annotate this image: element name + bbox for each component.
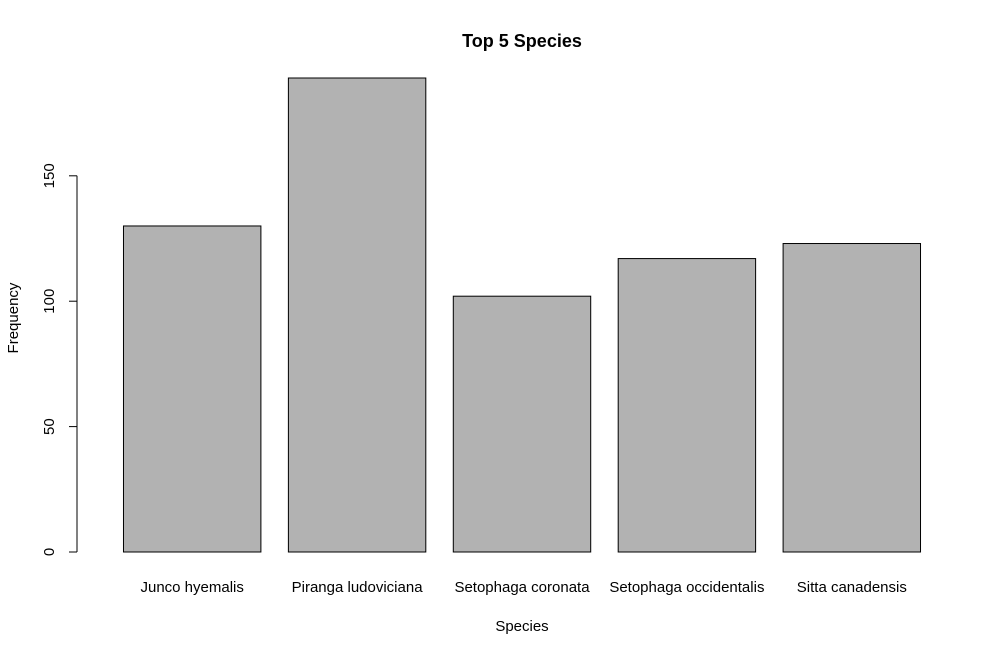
x-tick-label: Setophaga coronata xyxy=(454,579,590,596)
x-tick-label: Junco hyemalis xyxy=(140,579,243,596)
bar xyxy=(452,295,592,553)
x-tick-label: Piranga ludoviciana xyxy=(292,579,424,596)
chart-title: Top 5 Species xyxy=(462,31,582,51)
y-tick-label: 50 xyxy=(41,418,58,435)
bar xyxy=(782,243,922,553)
bars-group xyxy=(122,77,922,553)
y-tick-label: 150 xyxy=(41,163,58,188)
y-axis: 0 50 100 150 xyxy=(41,163,78,556)
x-tick-labels: Junco hyemalis Piranga ludoviciana Setopha… xyxy=(140,579,906,596)
y-tick-label: 100 xyxy=(41,289,58,314)
y-axis-label: Frequency xyxy=(5,282,22,353)
y-tick-label: 0 xyxy=(41,548,58,556)
x-tick-label: Setophaga occidentalis xyxy=(609,579,764,596)
x-axis-label: Species xyxy=(495,618,548,635)
bar xyxy=(122,225,262,553)
bar xyxy=(287,77,427,553)
bar xyxy=(617,258,757,553)
x-tick-label: Sitta canadensis xyxy=(797,579,907,596)
